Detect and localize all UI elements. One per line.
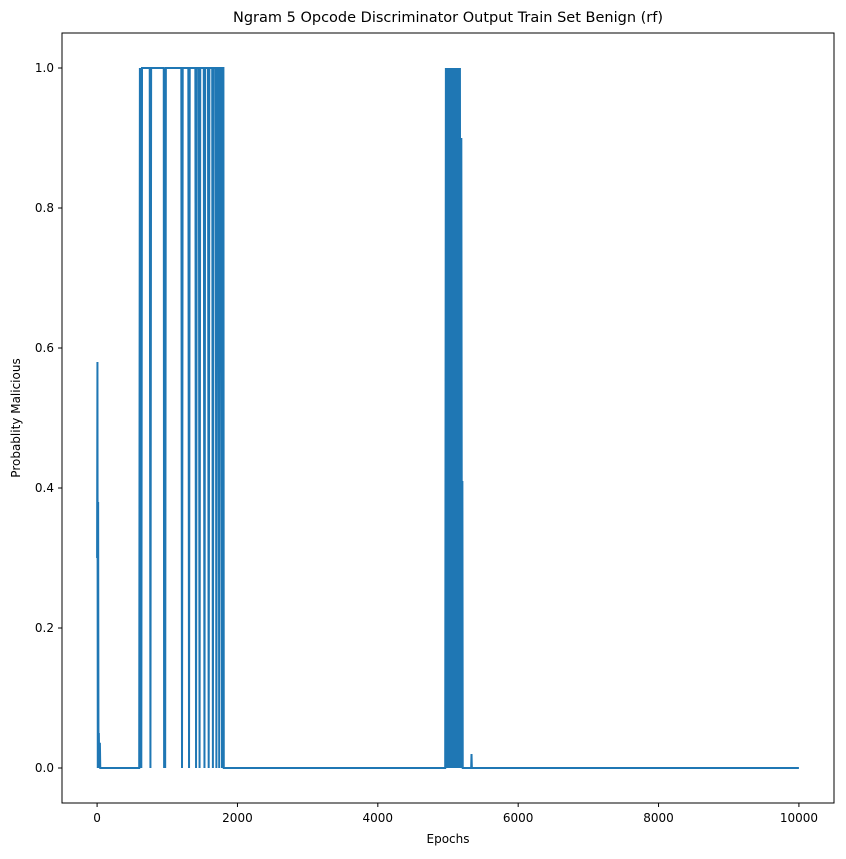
y-tick-label: 0.0: [35, 761, 54, 775]
y-tick-label: 0.4: [35, 481, 54, 495]
y-axis-label: Probablity Malicious: [9, 358, 23, 477]
x-tick-label: 6000: [503, 811, 534, 825]
y-tick-label: 0.2: [35, 621, 54, 635]
x-tick-label: 8000: [643, 811, 674, 825]
x-tick-label: 4000: [363, 811, 394, 825]
x-tick-label: 10000: [780, 811, 818, 825]
y-tick-label: 1.0: [35, 61, 54, 75]
y-tick-label: 0.6: [35, 341, 54, 355]
chart-title: Ngram 5 Opcode Discriminator Output Trai…: [233, 10, 663, 26]
x-axis-label: Epochs: [427, 832, 470, 846]
axes-frame: [61, 32, 835, 804]
series-line: [96, 67, 799, 769]
y-tick-label: 0.8: [35, 201, 54, 215]
x-tick-label: 0: [93, 811, 101, 825]
x-tick-label: 2000: [222, 811, 253, 825]
